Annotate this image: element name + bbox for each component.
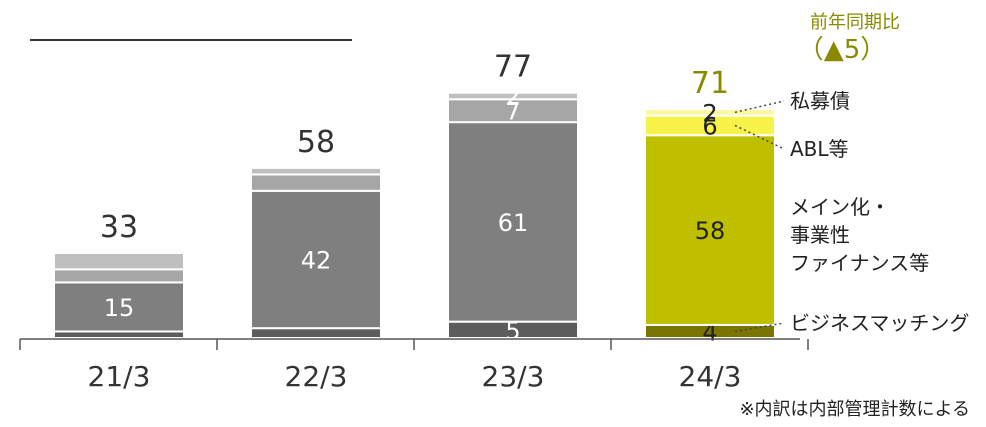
bar-total-label-2: 58 bbox=[297, 125, 335, 160]
bar-segment-label-3-1: 5 bbox=[505, 317, 520, 345]
bar-segment-2-3 bbox=[250, 173, 382, 192]
bar-segment-label-3-2: 61 bbox=[498, 209, 529, 237]
legend-label-4-1: ビジネスマッチング bbox=[790, 311, 969, 335]
bar-segment-3-2 bbox=[447, 121, 579, 323]
legend-label-3-3: ファイナンス等 bbox=[790, 251, 929, 275]
bar-segment-label-3-3: 7 bbox=[505, 98, 520, 126]
comparison-caption: 前年同期比 bbox=[810, 12, 900, 33]
category-label-2: 22/3 bbox=[285, 360, 348, 393]
bar-segment-label-1-2: 15 bbox=[104, 294, 135, 322]
legend-label-3-2: 事業性 bbox=[790, 223, 850, 247]
bar-segment-label-3-4: 2 bbox=[505, 83, 520, 111]
legend-label-2-1: ABL等 bbox=[790, 137, 849, 161]
bar-segment-label-4-4: 2 bbox=[702, 99, 717, 127]
bar-segment-4-4 bbox=[644, 108, 776, 117]
category-label-4: 24/3 bbox=[679, 360, 742, 393]
category-labels-group: 21/3 22/3 23/3 24/3 bbox=[88, 360, 742, 393]
bar-total-label-4: 71 bbox=[691, 66, 729, 101]
bar-segment-1-4 bbox=[53, 251, 185, 271]
bar-segment-label-4-3: 6 bbox=[702, 112, 717, 140]
legend-label-1-1: 私募債 bbox=[790, 89, 850, 113]
comparison-value: （▲5） bbox=[798, 35, 887, 65]
bar-segment-2-4 bbox=[250, 166, 382, 176]
bar-segment-1-3 bbox=[53, 268, 185, 284]
legend-leader-1 bbox=[734, 100, 785, 114]
bar-segment-label-2-2: 42 bbox=[301, 247, 332, 275]
bar-segment-1-2 bbox=[53, 281, 185, 333]
legend-label-3-1: メイン化・ bbox=[790, 195, 890, 219]
category-label-1: 21/3 bbox=[88, 360, 151, 393]
totals-group: 33 58 77 71 bbox=[100, 50, 729, 245]
footnote: ※内訳は内部管理計数による bbox=[739, 399, 970, 420]
category-label-3: 23/3 bbox=[482, 360, 545, 393]
bar-total-label-3: 77 bbox=[494, 50, 532, 85]
bar-total-label-1: 33 bbox=[100, 210, 138, 245]
legend-leader-2 bbox=[734, 124, 785, 150]
bar-segment-label-4-2: 58 bbox=[695, 217, 726, 245]
bar-segment-3-4 bbox=[447, 91, 579, 101]
bar-segment-4-2 bbox=[644, 134, 776, 326]
bar-segment-2-1 bbox=[250, 327, 382, 339]
x-ticks-group bbox=[19, 339, 809, 350]
bar-segment-2-2 bbox=[250, 189, 382, 330]
legend-leader-4 bbox=[734, 322, 785, 333]
